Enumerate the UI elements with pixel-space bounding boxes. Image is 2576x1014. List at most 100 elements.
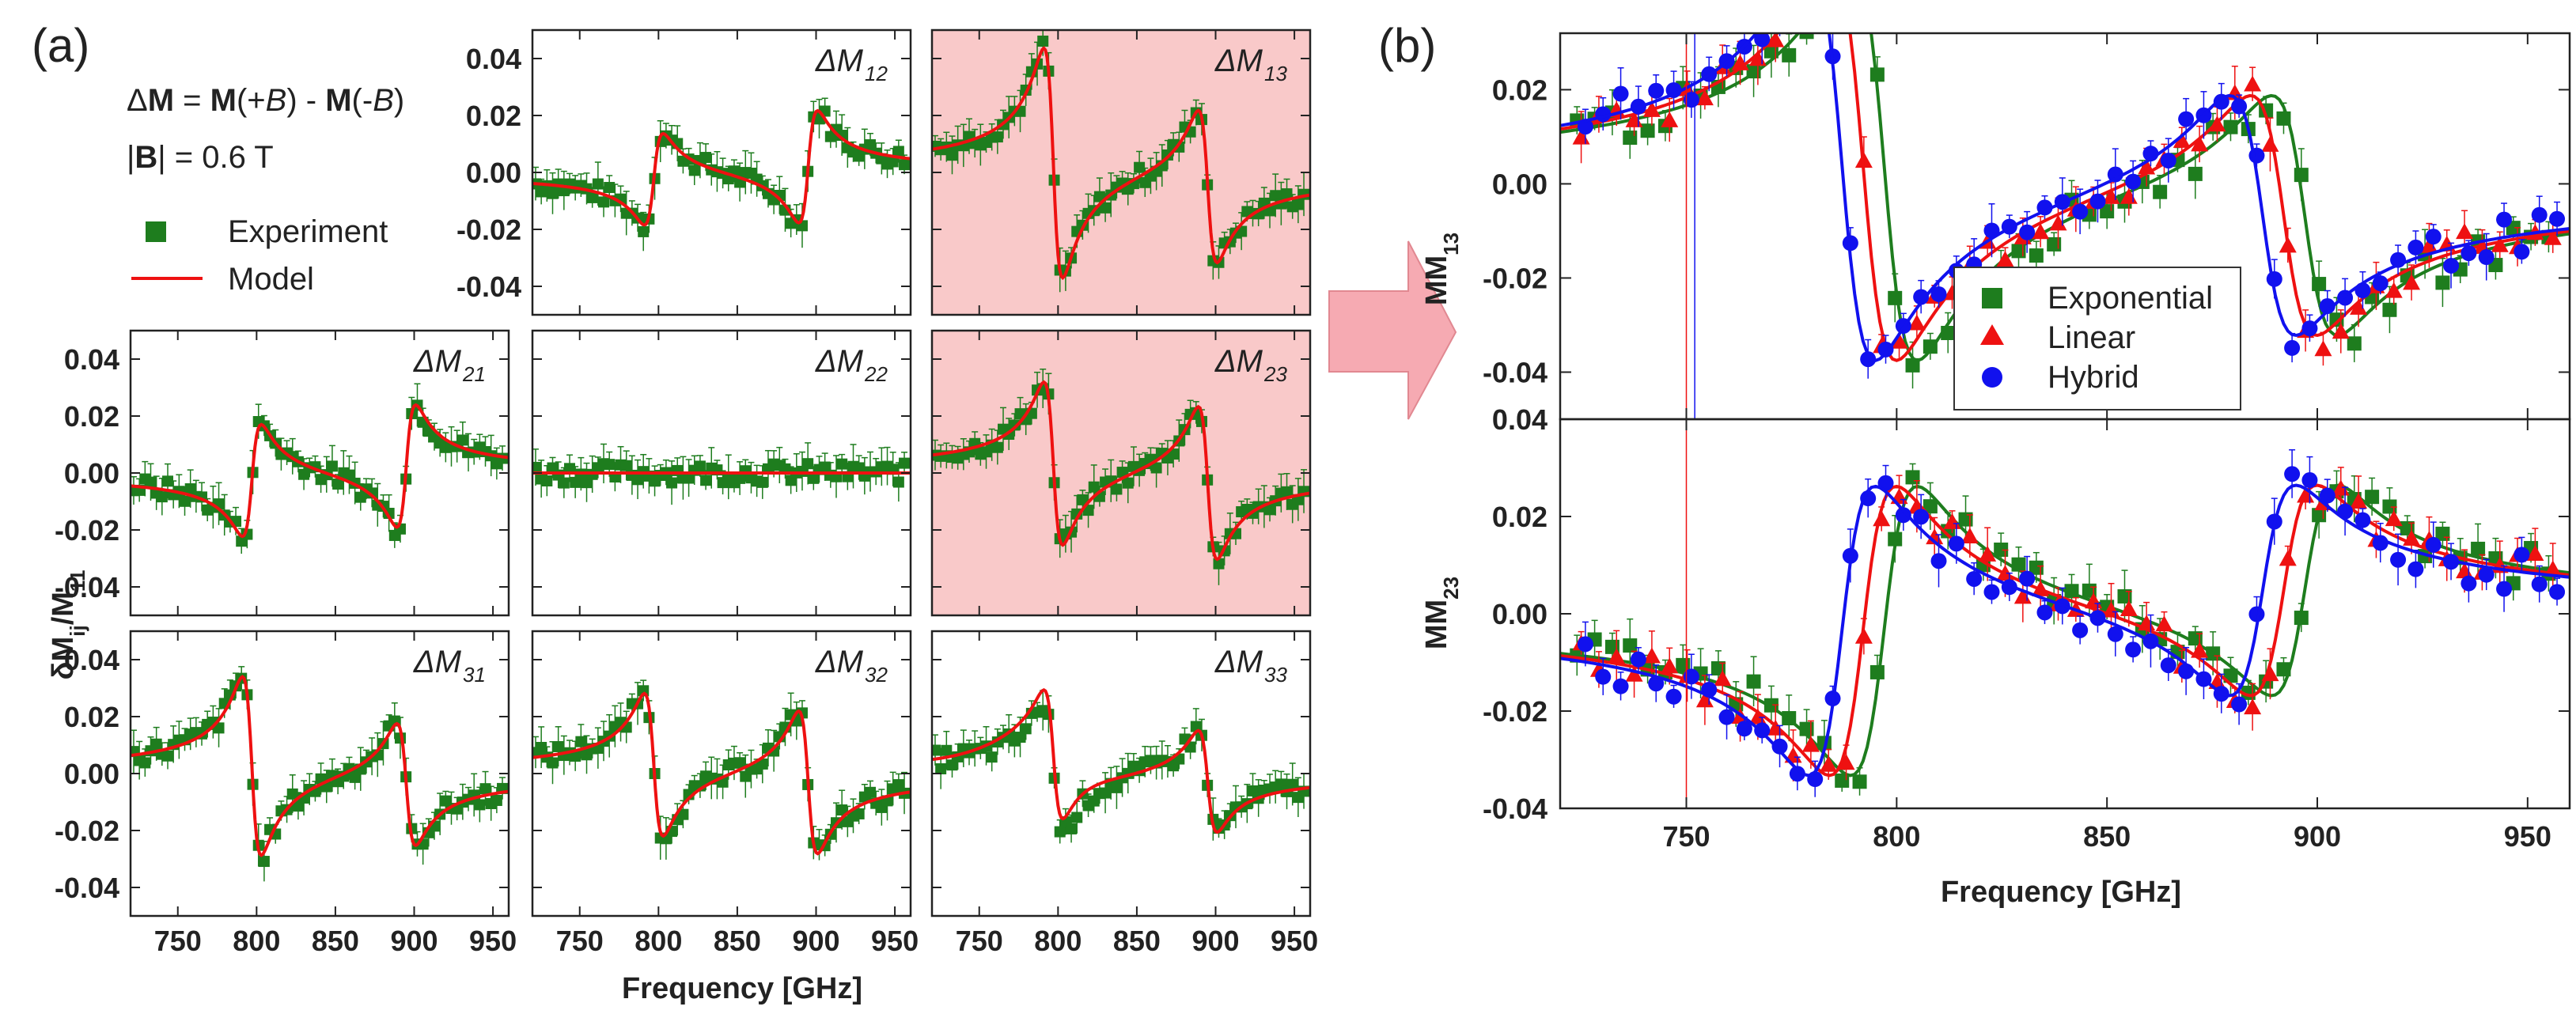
y-tick-label: -0.02: [1483, 695, 1547, 728]
linear-point: [2544, 229, 2562, 245]
panel-a-subplot-21: 0.04 0.02 0.00 -0.02 -0.04 ΔM 21: [55, 329, 510, 617]
experiment-point: [541, 475, 553, 486]
hybrid-point: [1983, 584, 2000, 600]
hybrid-point: [1736, 721, 1752, 737]
experiment-point: [946, 149, 958, 161]
linear-point: [2314, 340, 2332, 357]
y-tick-label: 0.02: [64, 701, 119, 733]
x-tick-label: 900: [792, 925, 839, 957]
experiment-point: [179, 495, 191, 507]
model-curve: [131, 403, 509, 539]
linear-point: [2403, 274, 2421, 290]
legend-hybrid-marker: [1982, 367, 2002, 388]
y-tick-label: 0.00: [1492, 168, 1547, 200]
plot-area: [932, 369, 1310, 585]
panel-a-x-axis-label: Frequency [GHz]: [622, 972, 862, 1005]
experiment-point: [536, 741, 547, 753]
panel-title: ΔM: [815, 344, 864, 379]
exponential-point: [1852, 774, 1867, 789]
hybrid-point: [1913, 509, 1930, 525]
hybrid-point: [2036, 604, 2053, 621]
legend-experiment-marker: [146, 221, 166, 242]
model-curve: [932, 687, 1310, 834]
linear-point: [1661, 111, 1679, 127]
experiment-point: [677, 808, 689, 820]
hybrid-point: [2407, 561, 2424, 577]
panel-a-subplot-32: 750 800 850 900 950 ΔM 32: [531, 630, 919, 957]
exponential-point: [2382, 302, 2397, 317]
panel-a-subplot-22: ΔM 22: [531, 329, 912, 617]
panel-title-sub: 13: [1264, 62, 1287, 85]
hybrid-point: [1771, 738, 1788, 755]
linear-point: [1714, 670, 1732, 687]
exponential-point: [2029, 560, 2044, 575]
hybrid-point: [1683, 668, 1699, 685]
exponential-curve: [1560, 483, 2570, 778]
x-tick-label: 750: [556, 925, 604, 957]
plot-area: [532, 442, 911, 505]
panel-title: ΔM: [1214, 344, 1263, 379]
panel-title: ΔM: [815, 645, 864, 679]
experiment-point: [1100, 787, 1112, 799]
y-tick-label: 0.04: [466, 43, 521, 75]
linear-point: [2120, 600, 2138, 617]
hybrid-point: [2478, 249, 2495, 266]
linear-point: [2191, 135, 2209, 152]
hybrid-point: [1772, 8, 1788, 24]
exponential-point: [2365, 490, 2380, 505]
panel-title: ΔM: [1214, 645, 1263, 679]
linear-point: [1642, 647, 1661, 664]
exponential-point: [1853, 0, 1867, 1]
hybrid-point: [2319, 298, 2335, 315]
x-tick-label: 950: [871, 925, 919, 957]
exponential-point: [1799, 33, 1814, 40]
hybrid-point: [2425, 229, 2442, 245]
hybrid-curve: [1560, 483, 2570, 778]
hybrid-point: [2160, 657, 2176, 674]
experiment-point: [853, 808, 865, 819]
hybrid-point: [2513, 244, 2530, 260]
experiment-point: [865, 139, 877, 151]
hybrid-point: [2549, 210, 2566, 227]
panel-b-subplot-MM13: 0.02 0.00 -0.02 -0.04: [1483, 0, 2571, 421]
hybrid-point: [2496, 211, 2513, 228]
panel-title-sub: 22: [864, 362, 888, 386]
delta-m-equation: ΔM = M(+B) - M(-B): [127, 83, 404, 118]
experiment-point: [1100, 202, 1112, 214]
field-strength-note: |B| = 0.6 T: [127, 140, 274, 175]
experiment-point: [1122, 477, 1134, 489]
hybrid-point: [2531, 576, 2548, 592]
hybrid-point: [1718, 709, 1735, 725]
experiment-point: [1111, 781, 1123, 793]
panel-a-subplot-12: 0.04 0.02 0.00 -0.02 -0.04 ΔM 12: [456, 28, 912, 316]
hybrid-point: [1860, 351, 1877, 368]
exponential-point: [2188, 166, 2203, 181]
linear-point: [1802, 0, 1820, 8]
linear-point: [1767, 33, 1785, 47]
experiment-point: [332, 479, 344, 490]
y-tick-label: 0.02: [466, 100, 521, 132]
exponential-curve: [1560, 33, 2570, 362]
exponential-point: [1958, 512, 1973, 527]
hybrid-point: [1630, 651, 1646, 668]
experiment-point: [162, 475, 174, 487]
exponential-point: [2471, 541, 2486, 556]
hybrid-point: [1595, 668, 1612, 685]
experiment-point: [604, 182, 616, 194]
experiment-point: [991, 441, 1003, 453]
experiment-point: [326, 460, 338, 472]
panel-title: ΔM: [815, 44, 864, 78]
panel-title-sub: 21: [462, 362, 486, 386]
linear-point: [2385, 282, 2403, 298]
exponential-point: [2294, 168, 2309, 183]
linear-curve: [1560, 33, 2570, 362]
y-tick-label: -0.02: [1483, 262, 1547, 294]
panel-b-label: (b): [1378, 19, 1436, 72]
experiment-point: [899, 159, 911, 171]
x-tick-label: 750: [1662, 820, 1710, 853]
plot-area: [932, 687, 1310, 844]
hybrid-point: [2443, 257, 2460, 274]
hybrid-point: [2301, 472, 2318, 489]
experiment-point: [532, 461, 541, 473]
panel-a-subplot-33: 750 800 850 900 950 ΔM 33: [930, 630, 1318, 957]
